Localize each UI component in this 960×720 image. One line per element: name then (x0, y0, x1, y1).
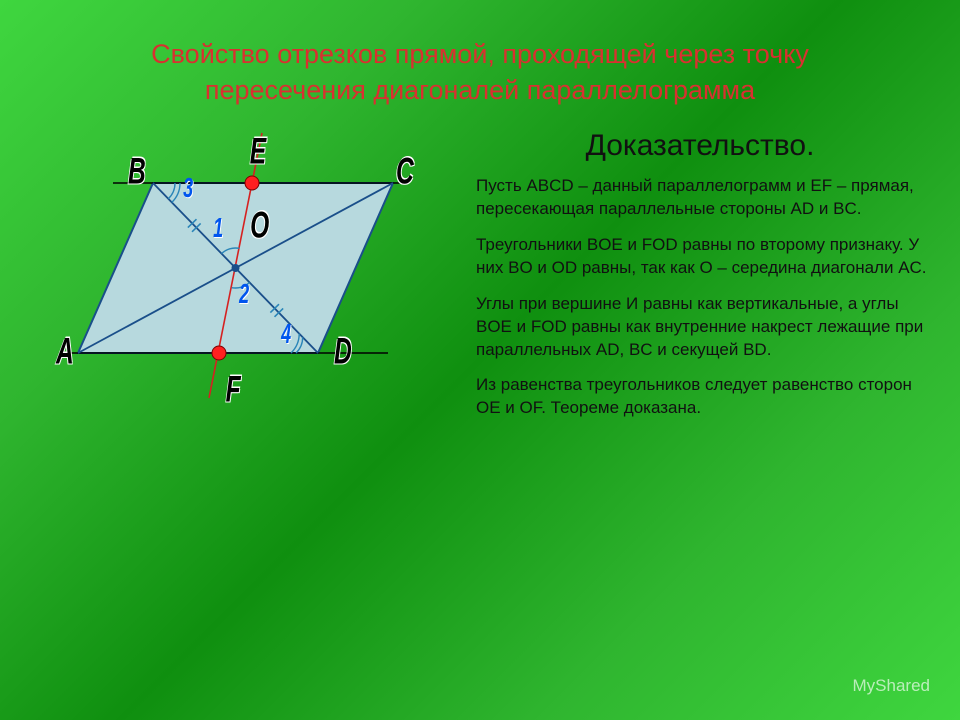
label-C: C (396, 151, 414, 194)
proof-para: Пусть ABCD – данный параллелограмм и EF … (438, 175, 932, 221)
label-F: F (226, 369, 241, 412)
num-2: 2 (239, 278, 249, 311)
num-3: 3 (183, 172, 193, 205)
watermark: MyShared (853, 676, 930, 696)
proof-para: Из равенства треугольников следует равен… (438, 374, 932, 420)
num-4: 4 (281, 318, 291, 351)
slide-title: Свойство отрезков прямой, проходящей чер… (18, 18, 942, 117)
proof-text: Доказательство. Пусть ABCD – данный пара… (418, 123, 932, 433)
proof-para: Треугольники BOE и FOD равны по второму … (438, 234, 932, 280)
label-D: D (334, 331, 352, 374)
proof-para: Углы при вершине И равны как вертикальны… (438, 293, 932, 362)
diagram-svg (48, 123, 418, 403)
label-O: O (250, 205, 269, 248)
label-B: B (128, 151, 146, 194)
label-A: A (56, 331, 74, 374)
content-row: A B C D E F O 1 2 3 4 Доказательство. Пу… (18, 117, 942, 443)
num-1: 1 (213, 212, 223, 245)
geometry-diagram: A B C D E F O 1 2 3 4 (48, 123, 418, 403)
label-E: E (250, 131, 266, 174)
proof-heading: Доказательство. (438, 129, 932, 163)
